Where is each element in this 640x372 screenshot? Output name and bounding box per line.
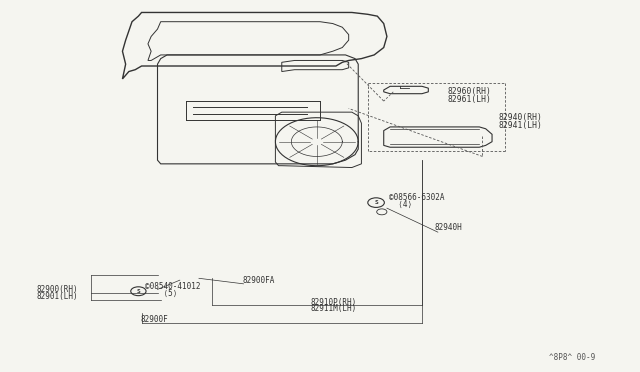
Text: 82911M(LH): 82911M(LH) xyxy=(310,304,356,314)
Text: ©08566-6302A: ©08566-6302A xyxy=(389,193,444,202)
Text: ⟨5⟩: ⟨5⟩ xyxy=(145,289,177,298)
Text: 82960(RH): 82960(RH) xyxy=(447,87,492,96)
Text: ©08540-41012: ©08540-41012 xyxy=(145,282,200,291)
Text: 82900(RH): 82900(RH) xyxy=(36,285,78,294)
Text: 82910P(RH): 82910P(RH) xyxy=(310,298,356,307)
Text: ^8P8^ 00-9: ^8P8^ 00-9 xyxy=(549,353,596,362)
Text: ⟨4⟩: ⟨4⟩ xyxy=(389,200,412,209)
Text: 82900F: 82900F xyxy=(140,315,168,324)
Text: 82940(RH): 82940(RH) xyxy=(499,113,542,122)
Text: 82940H: 82940H xyxy=(435,223,463,232)
Text: 82900FA: 82900FA xyxy=(243,276,275,285)
Text: 82901(LH): 82901(LH) xyxy=(36,292,78,301)
Text: 82961(LH): 82961(LH) xyxy=(447,95,492,104)
Text: S: S xyxy=(136,289,140,294)
Text: 82941(LH): 82941(LH) xyxy=(499,121,542,129)
Text: S: S xyxy=(374,200,378,205)
